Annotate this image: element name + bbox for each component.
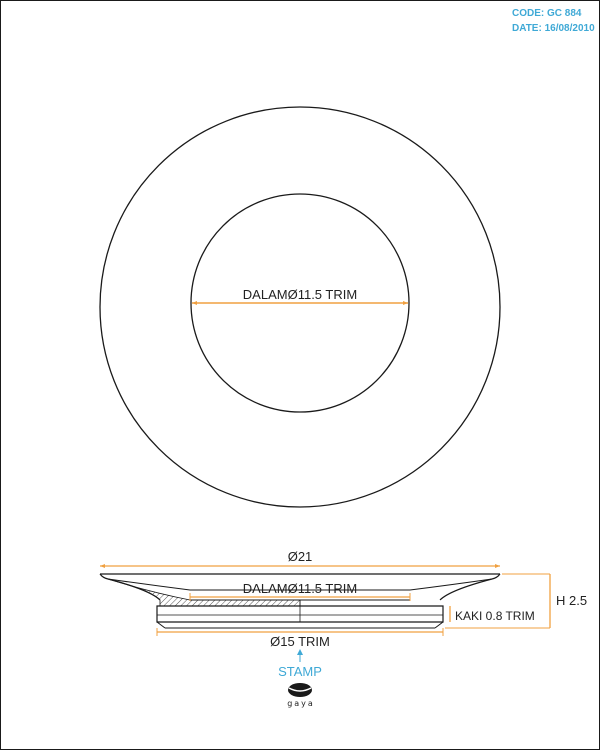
logo-text: gaya [287,699,315,708]
arrow-up-icon [297,649,303,655]
foot-diameter-label: Ø15 TRIM [270,634,330,649]
top-inner-diameter-label: DALAMØ11.5 TRIM [243,287,357,302]
date-text: DATE: 16/08/2010 [512,23,595,34]
arrow-left-icon [192,301,197,305]
outer-diameter-label: Ø21 [288,549,313,564]
foot-height-label: KAKI 0.8 TRIM [455,609,535,623]
arrow-right-icon [495,564,500,568]
side-view: Ø21 DALAMØ11.5 TRIM Ø15 TRIM H 2.5 [99,549,587,649]
height-label: H 2.5 [556,593,587,608]
top-view: DALAMØ11.5 TRIM [99,106,501,508]
outer-rim-circle [99,106,501,508]
inner-label-mask [235,286,365,301]
stamp-callout: STAMP gaya [278,649,322,708]
rim-right-curve [439,573,501,601]
code-text: CODE: GC 884 [512,8,582,19]
side-inner-diameter-label: DALAMØ11.5 TRIM [243,581,357,596]
arrow-right-icon [403,301,408,305]
inner-well-circle [190,193,410,413]
rim-left-curve [99,573,161,601]
gaya-logo [288,683,312,697]
arrow-left-icon [100,564,105,568]
foot-chamfer-right [434,621,444,629]
well-top-curve [107,578,493,591]
foot-chamfer-left [156,621,166,629]
stamp-label: STAMP [278,664,322,679]
